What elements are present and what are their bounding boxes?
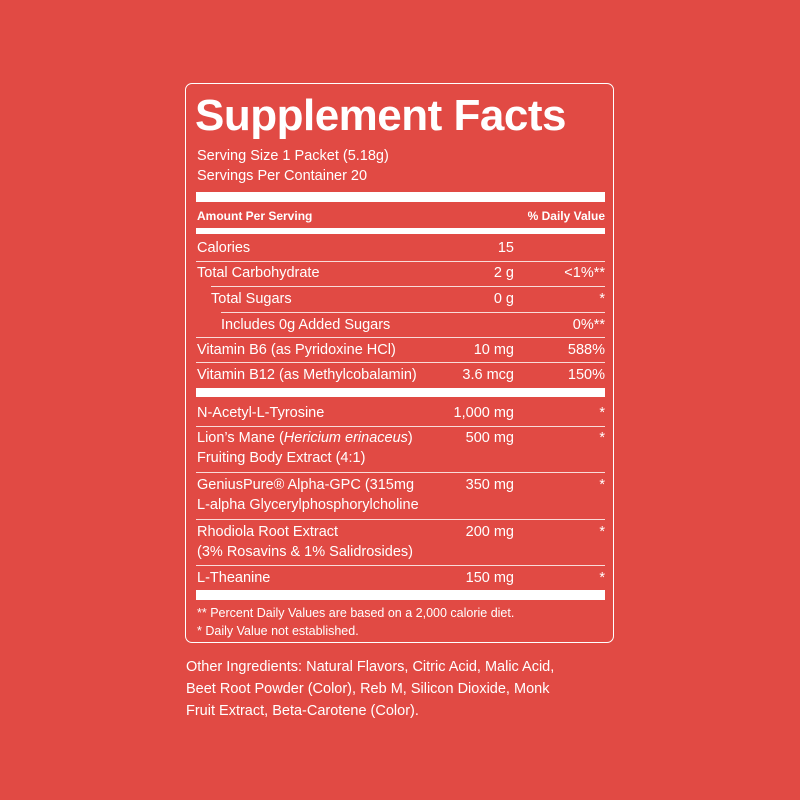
name-text: ) bbox=[407, 430, 413, 446]
amount: 15 bbox=[497, 240, 514, 256]
name-text: L-alpha Glycerylphosphorylcholine bbox=[197, 497, 419, 513]
amount: 500 mg bbox=[465, 430, 514, 446]
row-rule bbox=[196, 426, 605, 427]
name-text: Includes 0g Added Sugars bbox=[221, 317, 391, 333]
nutrient-name: L-alpha Glycerylphosphorylcholine bbox=[197, 498, 419, 513]
servings-per-container: Servings Per Container 20 bbox=[197, 168, 368, 184]
daily-value: 0%** bbox=[572, 317, 605, 333]
row-rule bbox=[221, 312, 605, 313]
amount: 350 mg bbox=[465, 477, 514, 493]
latin-name: Hericium erinaceus bbox=[283, 430, 408, 446]
daily-value: * bbox=[599, 570, 605, 586]
name-text: Calories bbox=[197, 240, 251, 256]
row-rule bbox=[196, 565, 605, 566]
thick-rule bbox=[196, 192, 605, 202]
name-text: (3% Rosavins & 1% Salidrosides) bbox=[197, 544, 413, 560]
daily-value: 150% bbox=[567, 367, 605, 383]
nutrient-name: Total Sugars bbox=[211, 292, 292, 307]
amount: 200 mg bbox=[465, 524, 514, 540]
amount: 1,000 mg bbox=[453, 405, 514, 421]
nutrient-name: GeniusPure® Alpha-GPC (315mg bbox=[197, 478, 414, 493]
serving-size: Serving Size 1 Packet (5.18g) bbox=[197, 148, 389, 164]
row-rule bbox=[196, 472, 605, 473]
name-text: N-Acetyl-L-Tyrosine bbox=[197, 405, 325, 421]
amount: 0 g bbox=[493, 291, 514, 307]
daily-value: <1%** bbox=[564, 265, 605, 281]
nutrient-name: Calories bbox=[197, 241, 250, 256]
nutrient-name: N-Acetyl-L-Tyrosine bbox=[197, 406, 324, 421]
nutrient-name: (3% Rosavins & 1% Salidrosides) bbox=[197, 545, 413, 560]
thick-rule bbox=[196, 590, 605, 600]
name-text: Rhodiola Root Extract bbox=[197, 524, 339, 540]
amount: 10 mg bbox=[473, 342, 514, 358]
amount: 2 g bbox=[493, 265, 514, 281]
nutrient-name: Lion’s Mane (Hericium erinaceus) bbox=[197, 431, 413, 446]
row-rule bbox=[211, 286, 605, 287]
column-header: % Daily Value bbox=[527, 209, 605, 223]
daily-value: 588% bbox=[567, 342, 605, 358]
other-ingredients: Fruit Extract, Beta-Carotene (Color). bbox=[186, 703, 419, 719]
nutrient-name: Rhodiola Root Extract bbox=[197, 525, 338, 540]
nutrient-name: Vitamin B12 (as Methylcobalamin) bbox=[197, 368, 417, 383]
other-ingredients: Other Ingredients: Natural Flavors, Citr… bbox=[186, 659, 555, 675]
name-text: L-Theanine bbox=[197, 570, 271, 586]
nutrient-name: Includes 0g Added Sugars bbox=[221, 318, 390, 333]
name-text: Total Sugars bbox=[211, 291, 292, 307]
name-text: Lion’s Mane ( bbox=[197, 430, 284, 446]
row-rule bbox=[196, 261, 605, 262]
nutrient-name: Fruiting Body Extract (4:1) bbox=[197, 451, 365, 466]
daily-value: * bbox=[599, 430, 605, 446]
column-header: Amount Per Serving bbox=[197, 209, 313, 223]
daily-value: * bbox=[599, 477, 605, 493]
other-ingredients: Beet Root Powder (Color), Reb M, Silicon… bbox=[186, 681, 550, 697]
row-rule bbox=[196, 362, 605, 363]
medium-rule bbox=[196, 228, 605, 234]
thick-rule bbox=[196, 388, 605, 397]
name-text: Vitamin B12 (as Methylcobalamin) bbox=[197, 367, 417, 383]
daily-value: * bbox=[599, 291, 605, 307]
nutrient-name: L-Theanine bbox=[197, 571, 270, 586]
daily-value: * bbox=[599, 405, 605, 421]
nutrient-name: Total Carbohydrate bbox=[197, 266, 320, 281]
title: Supplement Facts bbox=[195, 91, 566, 140]
name-text: Fruiting Body Extract (4:1) bbox=[197, 450, 366, 466]
footnote: * Daily Value not established. bbox=[197, 624, 359, 638]
amount: 150 mg bbox=[465, 570, 514, 586]
name-text: Vitamin B6 (as Pyridoxine HCl) bbox=[197, 342, 396, 358]
amount: 3.6 mcg bbox=[462, 367, 514, 383]
nutrient-name: Vitamin B6 (as Pyridoxine HCl) bbox=[197, 343, 396, 358]
row-rule bbox=[196, 337, 605, 338]
daily-value: * bbox=[599, 524, 605, 540]
row-rule bbox=[196, 519, 605, 520]
name-text: Total Carbohydrate bbox=[197, 265, 320, 281]
name-text: GeniusPure® Alpha-GPC (315mg bbox=[197, 477, 415, 493]
footnote: ** Percent Daily Values are based on a 2… bbox=[197, 606, 515, 620]
label-box bbox=[185, 83, 614, 643]
